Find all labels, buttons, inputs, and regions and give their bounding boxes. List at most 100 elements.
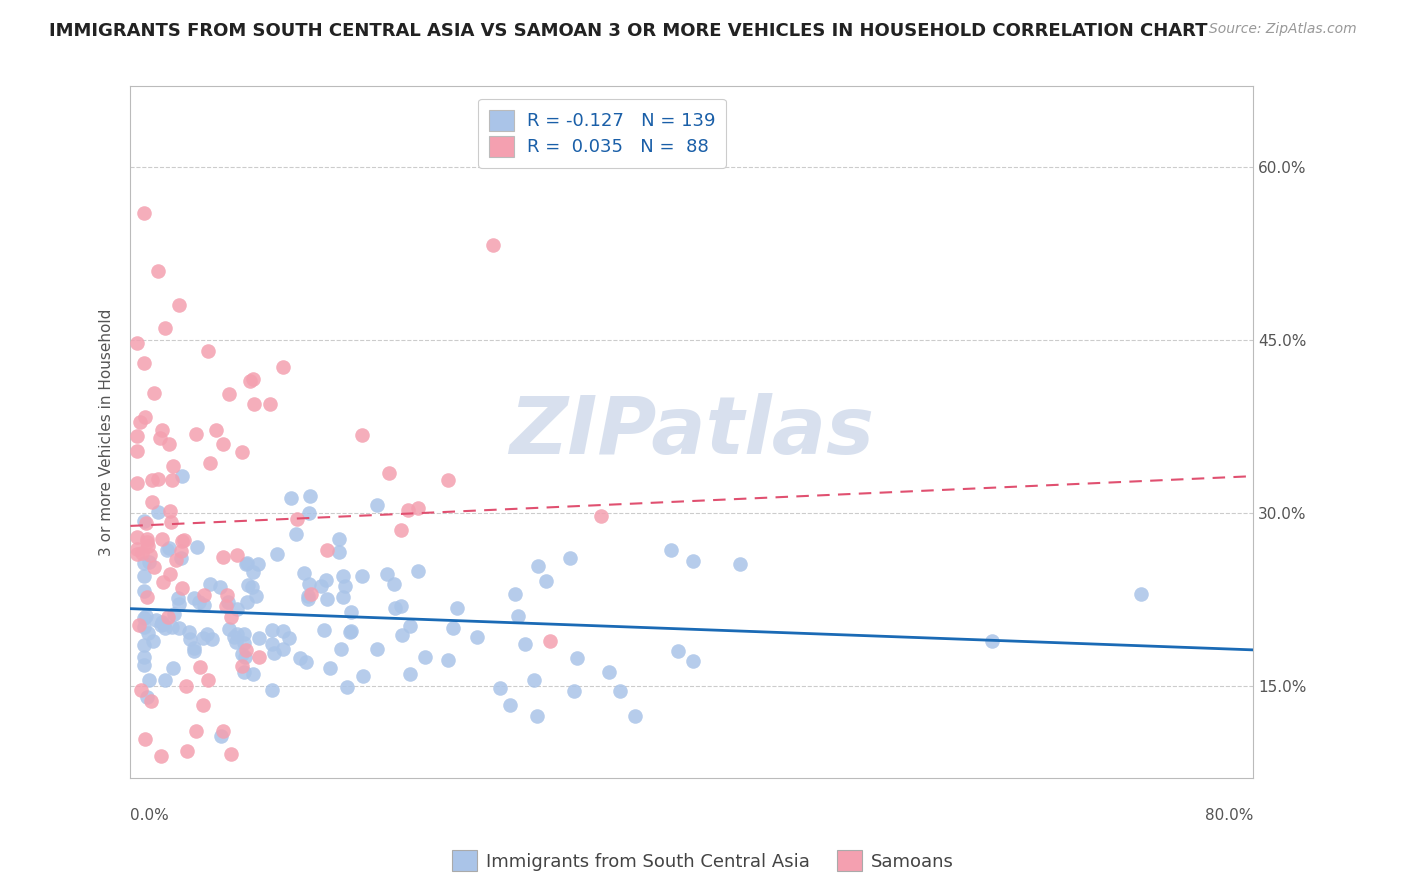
Point bbox=[162, 661, 184, 675]
Point bbox=[141, 494, 163, 508]
Text: IMMIGRANTS FROM SOUTH CENTRAL ASIA VS SAMOAN 3 OR MORE VEHICLES IN HOUSEHOLD COR: IMMIGRANTS FROM SOUTH CENTRAL ASIA VS SA… bbox=[49, 22, 1208, 40]
Point bbox=[335, 579, 357, 593]
Point bbox=[231, 445, 253, 459]
Point bbox=[589, 508, 612, 523]
Point bbox=[339, 625, 361, 640]
Point bbox=[152, 617, 174, 632]
Point bbox=[152, 575, 174, 590]
Point bbox=[176, 679, 198, 693]
Point bbox=[179, 632, 201, 646]
Point bbox=[127, 475, 149, 490]
Point bbox=[148, 264, 170, 278]
Point bbox=[682, 654, 704, 668]
Point bbox=[153, 673, 176, 688]
Point bbox=[280, 491, 302, 505]
Point bbox=[149, 431, 172, 445]
Point bbox=[247, 557, 270, 571]
Point bbox=[247, 631, 270, 645]
Point bbox=[134, 514, 156, 528]
Point bbox=[240, 580, 263, 594]
Point bbox=[298, 506, 321, 520]
Point bbox=[332, 590, 354, 604]
Point bbox=[352, 669, 374, 683]
Point bbox=[197, 344, 219, 359]
Point bbox=[150, 615, 173, 629]
Point bbox=[170, 544, 193, 558]
Point bbox=[221, 747, 243, 761]
Point bbox=[285, 526, 308, 541]
Point bbox=[218, 386, 240, 401]
Point bbox=[288, 651, 311, 665]
Point bbox=[136, 626, 159, 640]
Point bbox=[209, 580, 232, 594]
Point bbox=[567, 650, 589, 665]
Point bbox=[134, 356, 156, 370]
Point bbox=[186, 723, 208, 738]
Point bbox=[138, 673, 160, 687]
Point bbox=[232, 635, 254, 649]
Text: ZIPatlas: ZIPatlas bbox=[509, 393, 875, 471]
Point bbox=[534, 574, 557, 588]
Point bbox=[155, 321, 177, 335]
Point bbox=[134, 620, 156, 634]
Point bbox=[162, 607, 184, 621]
Point bbox=[527, 558, 550, 573]
Point bbox=[184, 426, 207, 441]
Point bbox=[193, 631, 215, 645]
Point bbox=[172, 582, 194, 596]
Point bbox=[503, 587, 526, 601]
Point bbox=[157, 436, 180, 450]
Point bbox=[316, 591, 339, 606]
Point bbox=[217, 594, 239, 608]
Point bbox=[659, 542, 682, 557]
Point bbox=[145, 613, 167, 627]
Point bbox=[160, 620, 183, 634]
Point bbox=[231, 658, 253, 673]
Point bbox=[389, 523, 412, 537]
Point bbox=[225, 602, 247, 616]
Point bbox=[188, 660, 211, 674]
Point bbox=[295, 655, 318, 669]
Point bbox=[235, 557, 257, 571]
Point bbox=[162, 459, 184, 474]
Point bbox=[399, 667, 422, 681]
Point bbox=[156, 543, 179, 558]
Legend: Immigrants from South Central Asia, Samoans: Immigrants from South Central Asia, Samo… bbox=[444, 843, 962, 879]
Point bbox=[176, 744, 198, 758]
Point bbox=[609, 683, 631, 698]
Point bbox=[143, 559, 166, 574]
Point bbox=[134, 609, 156, 624]
Point bbox=[172, 533, 194, 548]
Point bbox=[233, 626, 256, 640]
Point bbox=[169, 622, 191, 636]
Point bbox=[134, 569, 156, 583]
Point bbox=[139, 548, 162, 562]
Text: 80.0%: 80.0% bbox=[1205, 808, 1253, 823]
Point bbox=[138, 555, 160, 569]
Point bbox=[508, 609, 530, 624]
Point bbox=[205, 423, 228, 437]
Point bbox=[134, 638, 156, 652]
Point bbox=[315, 573, 337, 587]
Point bbox=[247, 649, 270, 664]
Point bbox=[513, 637, 536, 651]
Point bbox=[375, 566, 398, 581]
Point bbox=[465, 630, 488, 644]
Point bbox=[166, 591, 188, 605]
Point bbox=[298, 577, 321, 591]
Point bbox=[562, 684, 585, 698]
Point bbox=[236, 595, 259, 609]
Point bbox=[231, 647, 253, 661]
Point bbox=[315, 543, 337, 558]
Point bbox=[259, 397, 281, 411]
Point bbox=[235, 556, 257, 570]
Point bbox=[682, 554, 704, 568]
Point bbox=[197, 673, 219, 687]
Point bbox=[127, 530, 149, 544]
Y-axis label: 3 or more Vehicles in Household: 3 or more Vehicles in Household bbox=[100, 309, 114, 556]
Point bbox=[198, 577, 221, 591]
Point bbox=[277, 631, 299, 645]
Point bbox=[382, 576, 405, 591]
Point bbox=[332, 569, 354, 583]
Point bbox=[266, 547, 288, 561]
